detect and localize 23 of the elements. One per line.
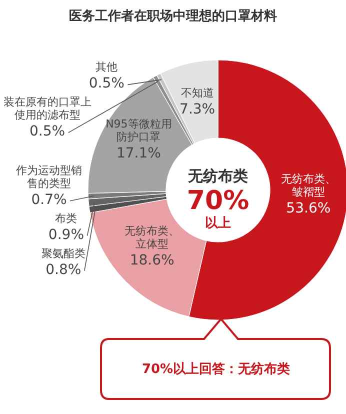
- slice-label: 无纺布类、皱褶型: [280, 172, 336, 198]
- data-label: 0.7%: [31, 192, 67, 208]
- data-label: 0.5%: [88, 76, 124, 92]
- slice-label: 无纺布类、立体型: [124, 224, 180, 251]
- data-label: 0.9%: [48, 226, 84, 243]
- slice-label: 不知道: [180, 86, 214, 100]
- slice-label: 装在原有的口罩上使用的滤布型: [3, 96, 92, 122]
- chart-title: 医务工作者在职场中理想的口罩材料: [69, 8, 277, 24]
- callout-box: 70%以上回答：无纺布类: [100, 318, 332, 400]
- text: 无纺布类: [187, 167, 248, 185]
- slice-label: N95等微粒用防护口罩: [106, 117, 172, 144]
- data-label: 7.3%: [180, 101, 216, 118]
- data-label: 17.1%: [116, 145, 161, 162]
- text: 以上: [205, 216, 231, 231]
- data-label: 18.6%: [130, 252, 174, 269]
- slice-label: 其他: [96, 60, 118, 74]
- data-label: 53.6%: [286, 200, 331, 216]
- slice-label: 布类: [55, 212, 78, 225]
- slice-label: 聚氨酯类: [41, 246, 86, 260]
- data-label: 0.8%: [46, 262, 82, 278]
- text: 70%: [186, 186, 250, 216]
- data-label: 0.5%: [30, 124, 66, 140]
- slice-label: 作为运动型销售的类型: [15, 164, 82, 190]
